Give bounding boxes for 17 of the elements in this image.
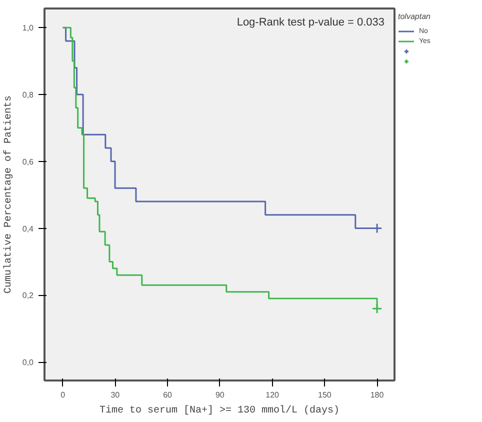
y-axis-title: Cumulative Percentage of Patients [2, 95, 14, 294]
x-tick-label: 30 [110, 390, 120, 400]
x-axis-title: Time to serum [Na+] >= 130 mmol/L (days) [99, 404, 340, 416]
x-tick-label: 180 [370, 390, 384, 400]
x-tick-label: 60 [163, 390, 173, 400]
annotation: Log-Rank test p-value = 0.033 [236, 16, 385, 28]
x-tick-label: 0 [60, 390, 66, 400]
y-tick-label: 0,4 [22, 224, 34, 234]
y-tick-label: 1,0 [22, 24, 34, 33]
x-tick-label: 120 [266, 390, 280, 400]
x-tick-label: 90 [215, 390, 225, 400]
y-tick-label: 0,8 [22, 90, 34, 100]
y-tick-label: 0,0 [22, 358, 34, 368]
y-tick-label: 0,2 [22, 291, 34, 300]
legend-title: tolvaptan [398, 12, 432, 21]
y-tick-label: 0,6 [22, 157, 34, 166]
x-tick-label: 150 [318, 390, 332, 400]
